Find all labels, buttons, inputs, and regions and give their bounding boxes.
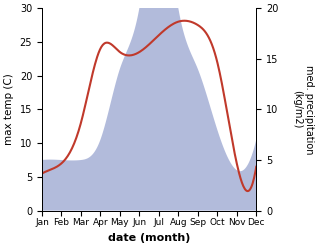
Y-axis label: max temp (C): max temp (C) (4, 74, 14, 145)
X-axis label: date (month): date (month) (108, 233, 190, 243)
Y-axis label: med. precipitation
(kg/m2): med. precipitation (kg/m2) (292, 65, 314, 154)
